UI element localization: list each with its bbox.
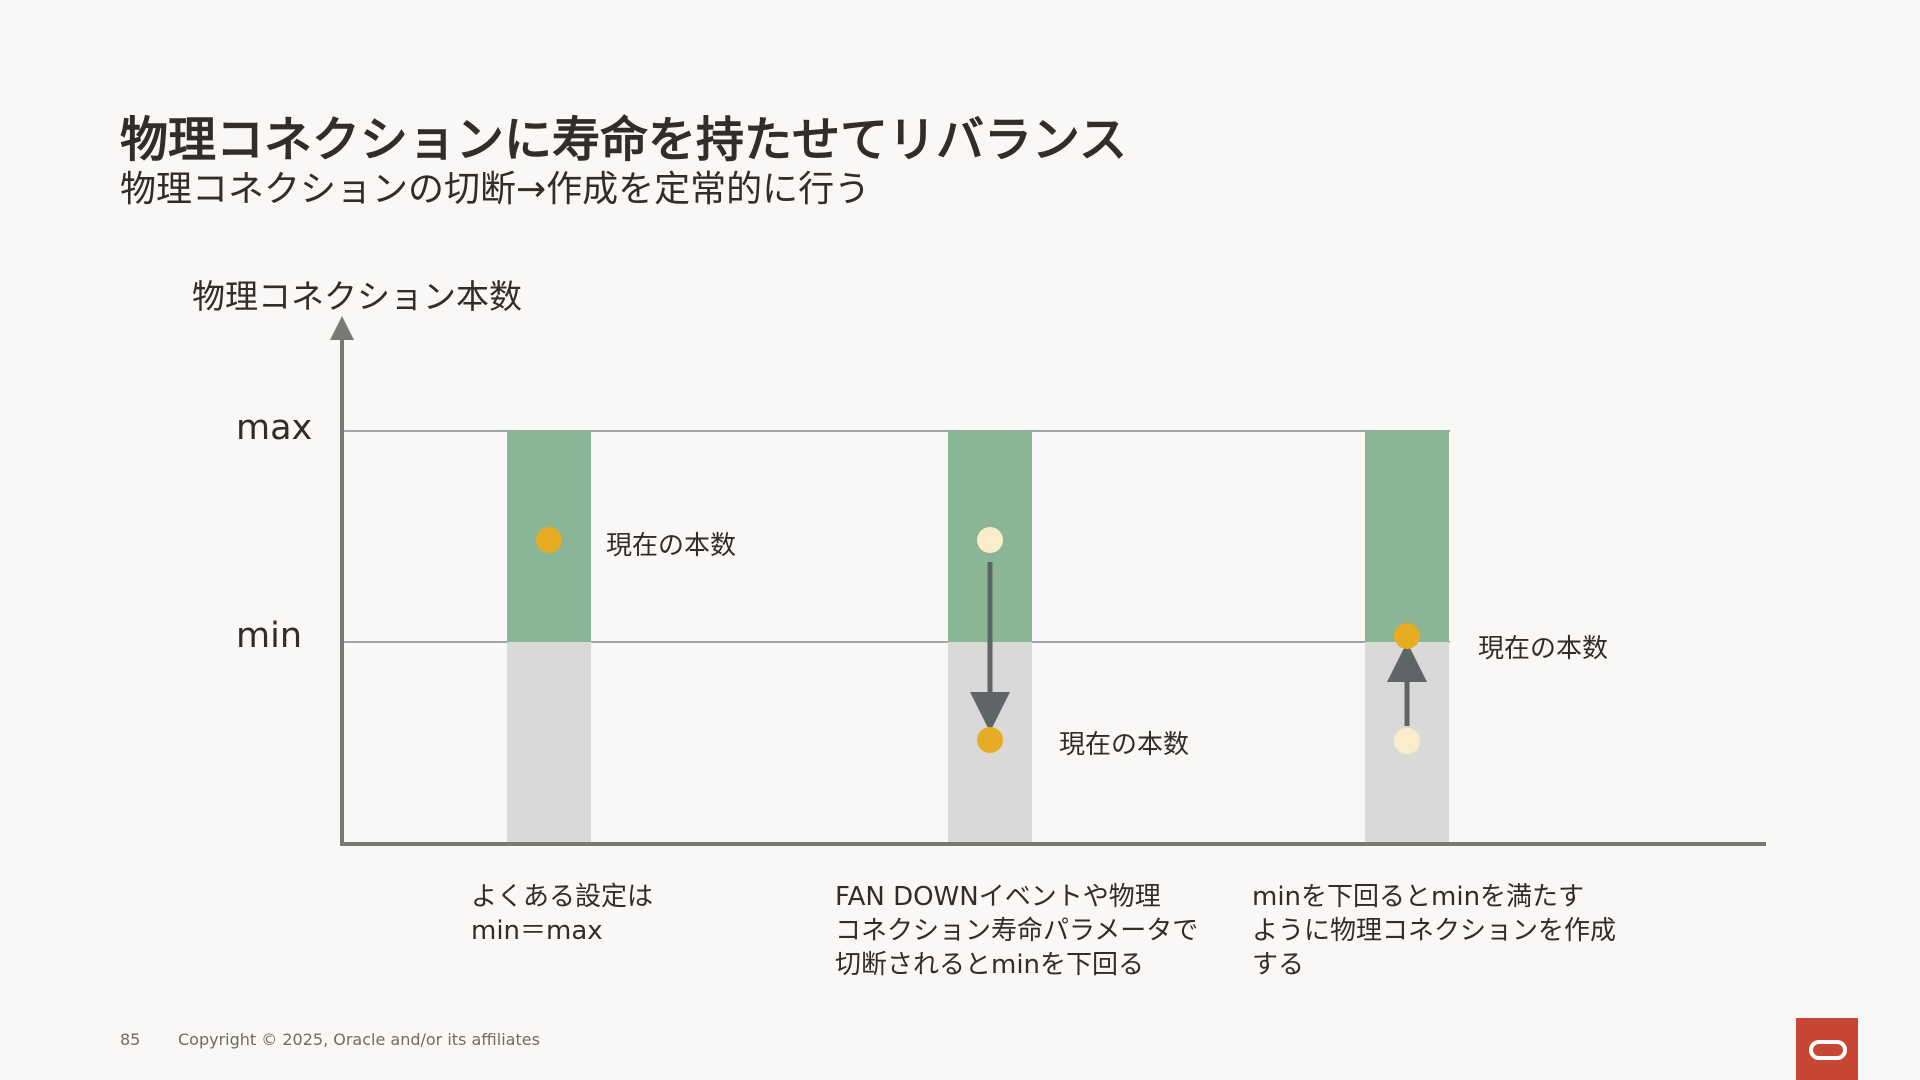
y-axis-label: 物理コネクション本数 bbox=[192, 277, 522, 316]
logo-ring-icon bbox=[1809, 1040, 1847, 1060]
page-number: 85 bbox=[120, 1030, 141, 1049]
caption-2: FAN DOWNイベントや物理 コネクション寿命パラメータで 切断されるとmin… bbox=[835, 882, 1199, 980]
previous-count-dot-2 bbox=[977, 527, 1003, 553]
pool-range-bar-3 bbox=[1365, 431, 1449, 642]
caption-1: よくある設定は min＝max bbox=[471, 882, 654, 946]
current-count-label-1: 現在の本数 bbox=[606, 531, 737, 561]
current-count-label-3: 現在の本数 bbox=[1478, 634, 1609, 664]
copyright-text: Copyright © 2025, Oracle and/or its affi… bbox=[178, 1030, 540, 1049]
current-count-dot-2 bbox=[977, 727, 1003, 753]
page-subtitle: 物理コネクションの切断→作成を定常的に行う bbox=[120, 169, 871, 210]
page-title: 物理コネクションに寿命を持たせてリバランス bbox=[120, 112, 1128, 168]
current-count-label-2: 現在の本数 bbox=[1059, 730, 1190, 760]
oracle-logo bbox=[1796, 1018, 1858, 1080]
min-label: min bbox=[236, 616, 303, 656]
previous-count-dot-3 bbox=[1394, 728, 1420, 754]
current-count-dot-1 bbox=[536, 527, 562, 553]
below-min-bar-1 bbox=[507, 642, 591, 842]
caption-3: minを下回るとminを満たす ように物理コネクションを作成 する bbox=[1252, 882, 1617, 980]
current-count-dot-3 bbox=[1394, 623, 1420, 649]
max-label: max bbox=[236, 408, 313, 448]
